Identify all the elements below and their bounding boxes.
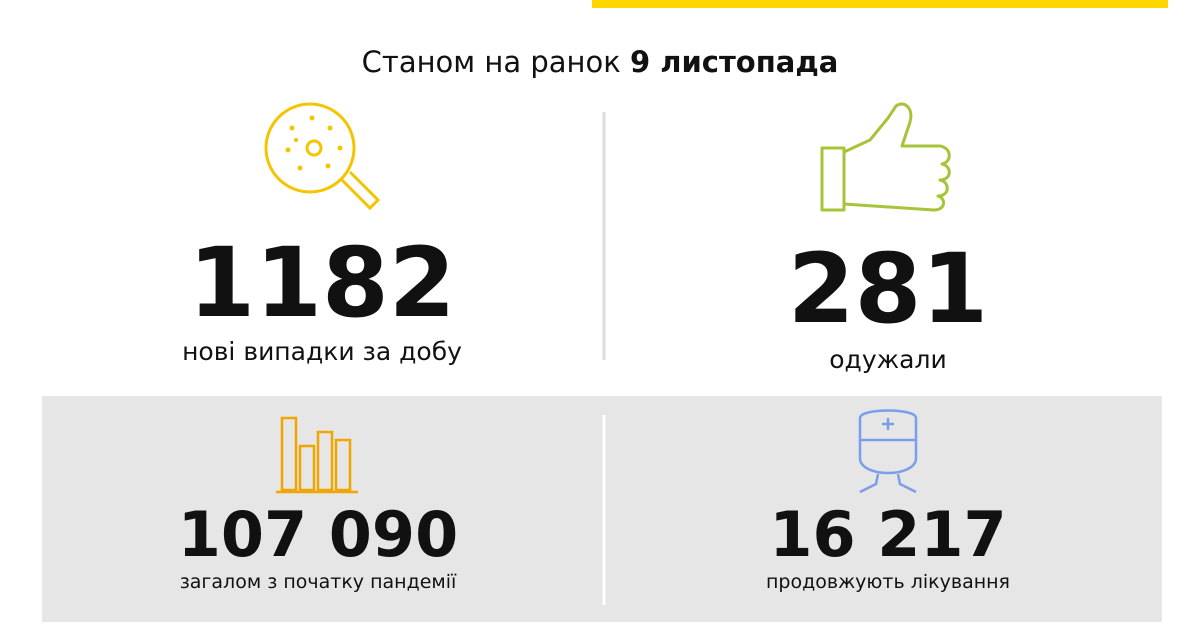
stat-label: нові випадки за добу bbox=[182, 337, 462, 366]
stat-label: загалом з початку пандемії bbox=[180, 571, 457, 593]
stat-label: продовжують лікування bbox=[766, 571, 1010, 593]
stat-number: 1182 bbox=[188, 227, 455, 339]
doctor-icon bbox=[858, 409, 918, 494]
heading-prefix: Станом на ранок bbox=[362, 45, 621, 79]
magnifier-icon bbox=[264, 102, 381, 211]
stat-number: 107 090 bbox=[178, 498, 458, 571]
thumb-icon bbox=[820, 102, 951, 212]
heading: Станом на ранок 9 листопада bbox=[362, 45, 839, 79]
stat-number: 281 bbox=[788, 233, 988, 345]
stat-number: 16 217 bbox=[769, 498, 1006, 571]
stat-label: одужали bbox=[829, 345, 946, 374]
heading-date: 9 листопада bbox=[630, 45, 838, 79]
top-banner bbox=[592, 0, 1168, 8]
bars-icon bbox=[276, 416, 358, 494]
summary-panel bbox=[42, 396, 1162, 622]
